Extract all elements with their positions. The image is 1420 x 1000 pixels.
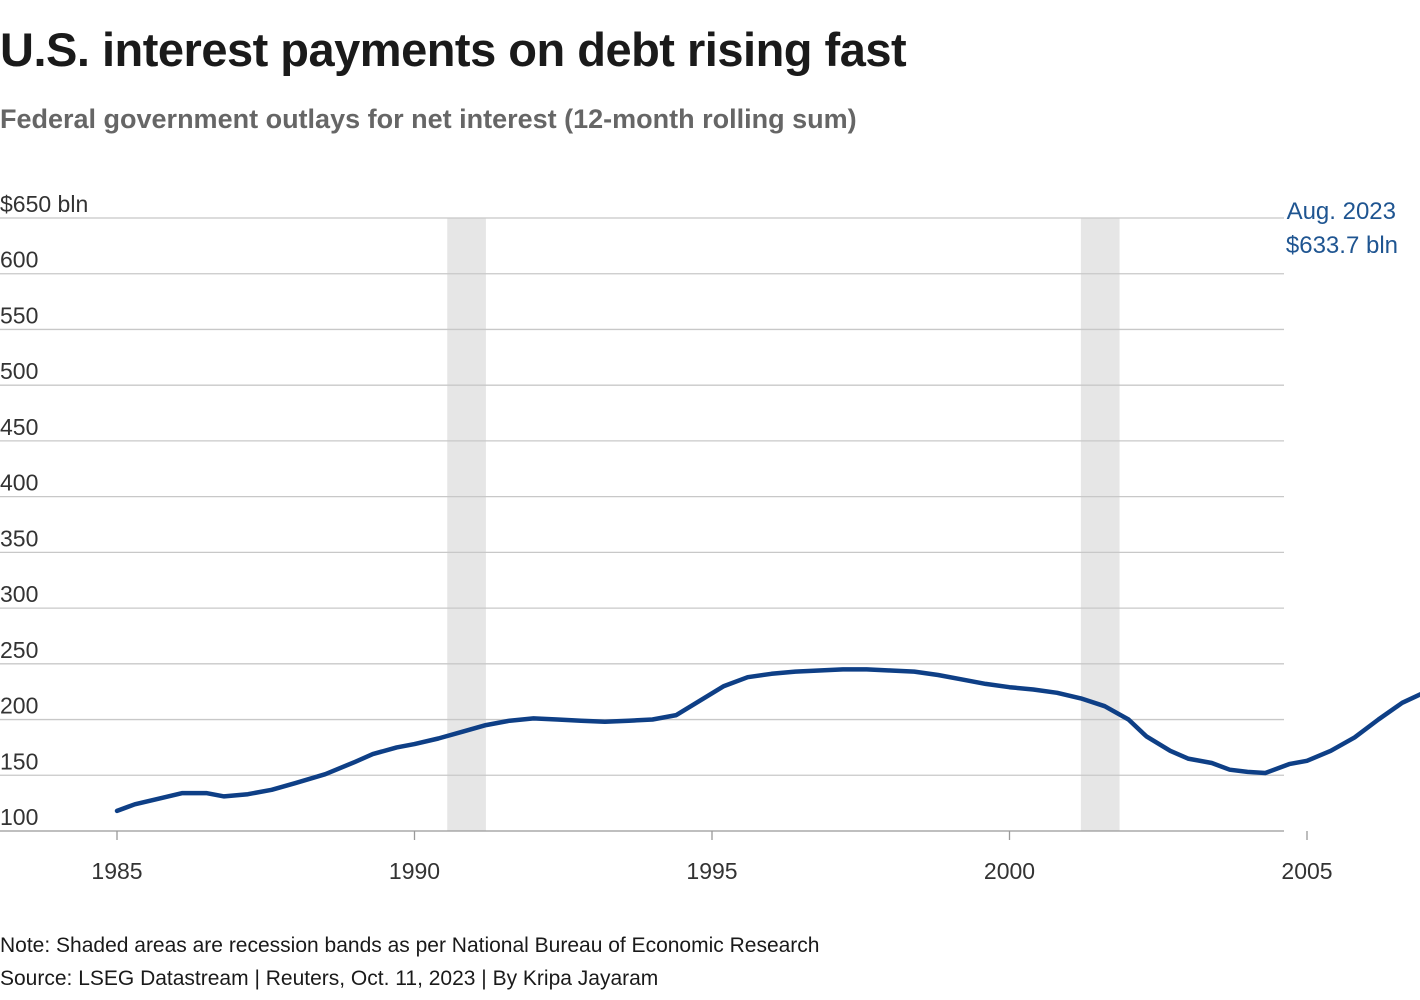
recession-band [447,218,486,831]
footer-source: Source: LSEG Datastream | Reuters, Oct. … [0,967,659,990]
y-tick-label: 150 [0,748,38,774]
x-tick-label: 1990 [389,858,440,884]
y-tick-label: 400 [0,470,38,496]
y-axis-ticks: $650 bln 600 550 500 450 400 350 300 250 200 150 10… [0,191,88,830]
y-tick-label: 450 [0,414,38,440]
footer-note: Note: Shaded areas are recession bands a… [0,934,820,957]
chart-title: U.S. interest payments on debt rising fa… [0,23,907,76]
y-tick-label: 200 [0,693,38,719]
series-line [114,667,1420,814]
y-tick-label: 350 [0,525,38,551]
y-tick-label: 100 [0,804,38,830]
x-tick-label: 1995 [686,858,737,884]
recession-bands [447,218,1120,831]
y-tick-label: 550 [0,302,38,328]
gridlines [0,217,1284,832]
y-tick-label: 250 [0,637,38,663]
annotation-value: $633.7 bln [1286,232,1398,259]
x-tick-label: 2005 [1281,858,1332,884]
y-tick-label: 300 [0,581,38,607]
latest-value-annotation: Aug. 2023 $633.7 bln [1286,198,1398,259]
chart-subtitle: Federal government outlays for net inter… [0,104,857,134]
x-axis-ticks: 19851990199520002005201020152020 [91,831,1333,884]
y-tick-label: 600 [0,247,38,273]
x-tick-label: 1985 [91,858,142,884]
series-layer [114,667,1420,814]
y-tick-label: 500 [0,358,38,384]
y-tick-label: $650 bln [0,191,88,217]
x-tick-label: 2000 [984,858,1035,884]
annotation-date: Aug. 2023 [1287,198,1396,225]
recession-band [1080,218,1120,831]
